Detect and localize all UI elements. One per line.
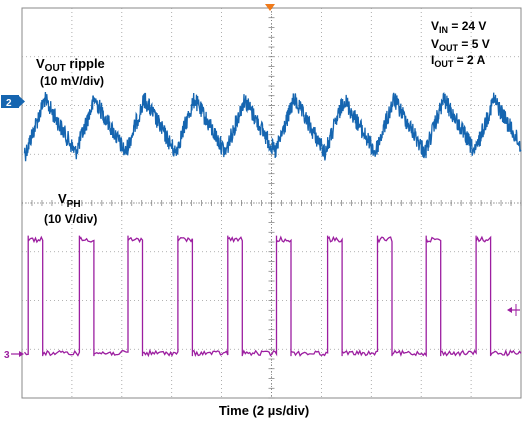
trigger-position-marker [265,4,275,11]
trigger-level-marker [507,304,520,316]
svg-text:3: 3 [4,350,10,361]
series-scale-vph: (10 V/div) [44,212,97,226]
condition-iout: IOUT = 2 A [431,53,486,69]
channel-2-marker: 2 [1,95,25,109]
x-axis-label: Time (2 µs/div) [218,403,310,418]
series-label-vout: VOUT ripple [36,56,105,74]
condition-vin: VIN = 24 V [431,19,486,35]
series-vout-ripple-trace [23,91,522,162]
channel-3-marker: 3 [4,350,24,361]
series-label-vph: VPH [58,191,81,210]
series-scale-vout: (10 mV/div) [40,74,104,88]
series-vph-trace [23,235,522,358]
condition-vout: VOUT = 5 V [431,37,490,53]
waveform-traces [23,91,522,358]
svg-text:2: 2 [6,98,12,109]
